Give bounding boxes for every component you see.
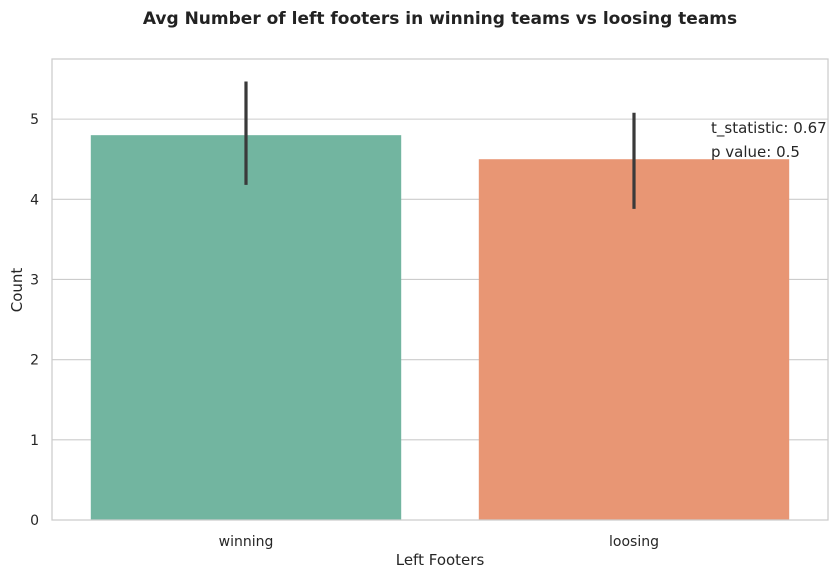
bar-winning [90, 135, 402, 520]
y-tick-label: 0 [30, 513, 39, 529]
x-tick-label-winning: winning [219, 534, 274, 550]
x-axis-label: Left Footers [396, 551, 485, 569]
y-tick-label: 5 [30, 112, 39, 128]
bars [90, 135, 790, 520]
y-axis-ticks: 0 1 2 3 4 5 [30, 112, 39, 529]
plot-frame [51, 58, 829, 521]
chart-title: Avg Number of left footers in winning te… [143, 9, 737, 29]
x-tick-label-loosing: loosing [609, 534, 659, 550]
error-bars [244, 81, 636, 209]
y-tick-label: 3 [30, 272, 39, 288]
x-axis-ticks: winning loosing [219, 534, 659, 550]
annotation-t-statistic: t_statistic: 0.67 [711, 119, 827, 138]
y-tick-label: 4 [30, 192, 39, 208]
y-tick-label: 1 [30, 433, 39, 449]
bar-loosing [478, 159, 790, 520]
annotation-p-value: p value: 0.5 [711, 143, 800, 161]
y-tick-label: 2 [30, 353, 39, 369]
y-axis-label: Count [8, 268, 26, 313]
